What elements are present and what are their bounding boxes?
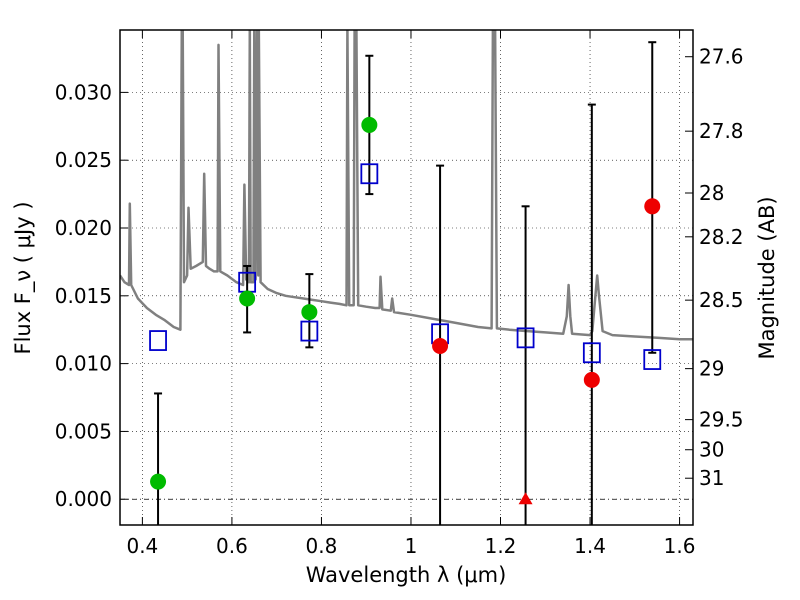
plot-area (120, 30, 693, 525)
right-tick-label: 28.5 (699, 288, 744, 312)
y-axis-label-right: Magnitude (AB) (755, 196, 779, 359)
right-tick-label: 29 (699, 357, 724, 381)
observed-point (361, 116, 378, 133)
y-axis-label: Flux F_ν ( μJy ) (11, 201, 36, 354)
right-tick-label: 27.8 (699, 119, 744, 143)
x-tick-label: 1 (405, 534, 418, 558)
grid-lines (120, 30, 693, 525)
axes-frame (119, 29, 694, 526)
y-tick-label: 0.005 (55, 419, 112, 443)
model-photometry-square (300, 320, 319, 342)
x-tick-label: 0.8 (306, 534, 338, 558)
y-tick-label: 0.010 (55, 352, 112, 376)
model-photometry-square (516, 327, 535, 349)
x-tick-label: 0.4 (126, 534, 158, 558)
model-photometry-square (643, 349, 662, 370)
right-tick-label: 28.2 (699, 225, 744, 249)
observed-point (432, 337, 449, 354)
observed-point (239, 290, 256, 307)
x-tick-label: 1.4 (574, 534, 606, 558)
y-tick-label: 0.030 (55, 80, 112, 104)
plot-content (120, 30, 693, 525)
right-tick-label: 29.5 (699, 408, 744, 432)
right-tick-label: 28 (699, 181, 724, 205)
right-tick-label: 30 (699, 438, 724, 462)
observed-point (301, 304, 318, 321)
model-photometry-square (582, 342, 601, 364)
axis-ticks: 0.4 0.6 0.8 1 1.2 1.4 1.6 0.000 0.005 0.010 0.015 0… (55, 30, 744, 558)
observed-point-triangle (518, 492, 533, 505)
y-tick-label: 0.015 (55, 284, 112, 308)
right-tick-label: 31 (699, 466, 724, 490)
observed-point (644, 198, 661, 215)
observed-point (150, 473, 167, 490)
x-tick-label: 1.6 (664, 534, 696, 558)
model-spectrum-line (120, 30, 693, 341)
model-photometry-square (360, 163, 379, 185)
x-tick-label: 1.2 (485, 534, 517, 558)
observed-point (583, 371, 600, 388)
y-tick-label: 0.000 (55, 487, 112, 511)
x-axis-label: Wavelength λ (μm) (306, 563, 507, 587)
model-photometry-square (149, 330, 167, 351)
right-tick-label: 27.6 (699, 45, 744, 69)
y-tick-label: 0.025 (55, 148, 112, 172)
y-tick-label: 0.020 (55, 216, 112, 240)
x-tick-label: 0.6 (216, 534, 248, 558)
